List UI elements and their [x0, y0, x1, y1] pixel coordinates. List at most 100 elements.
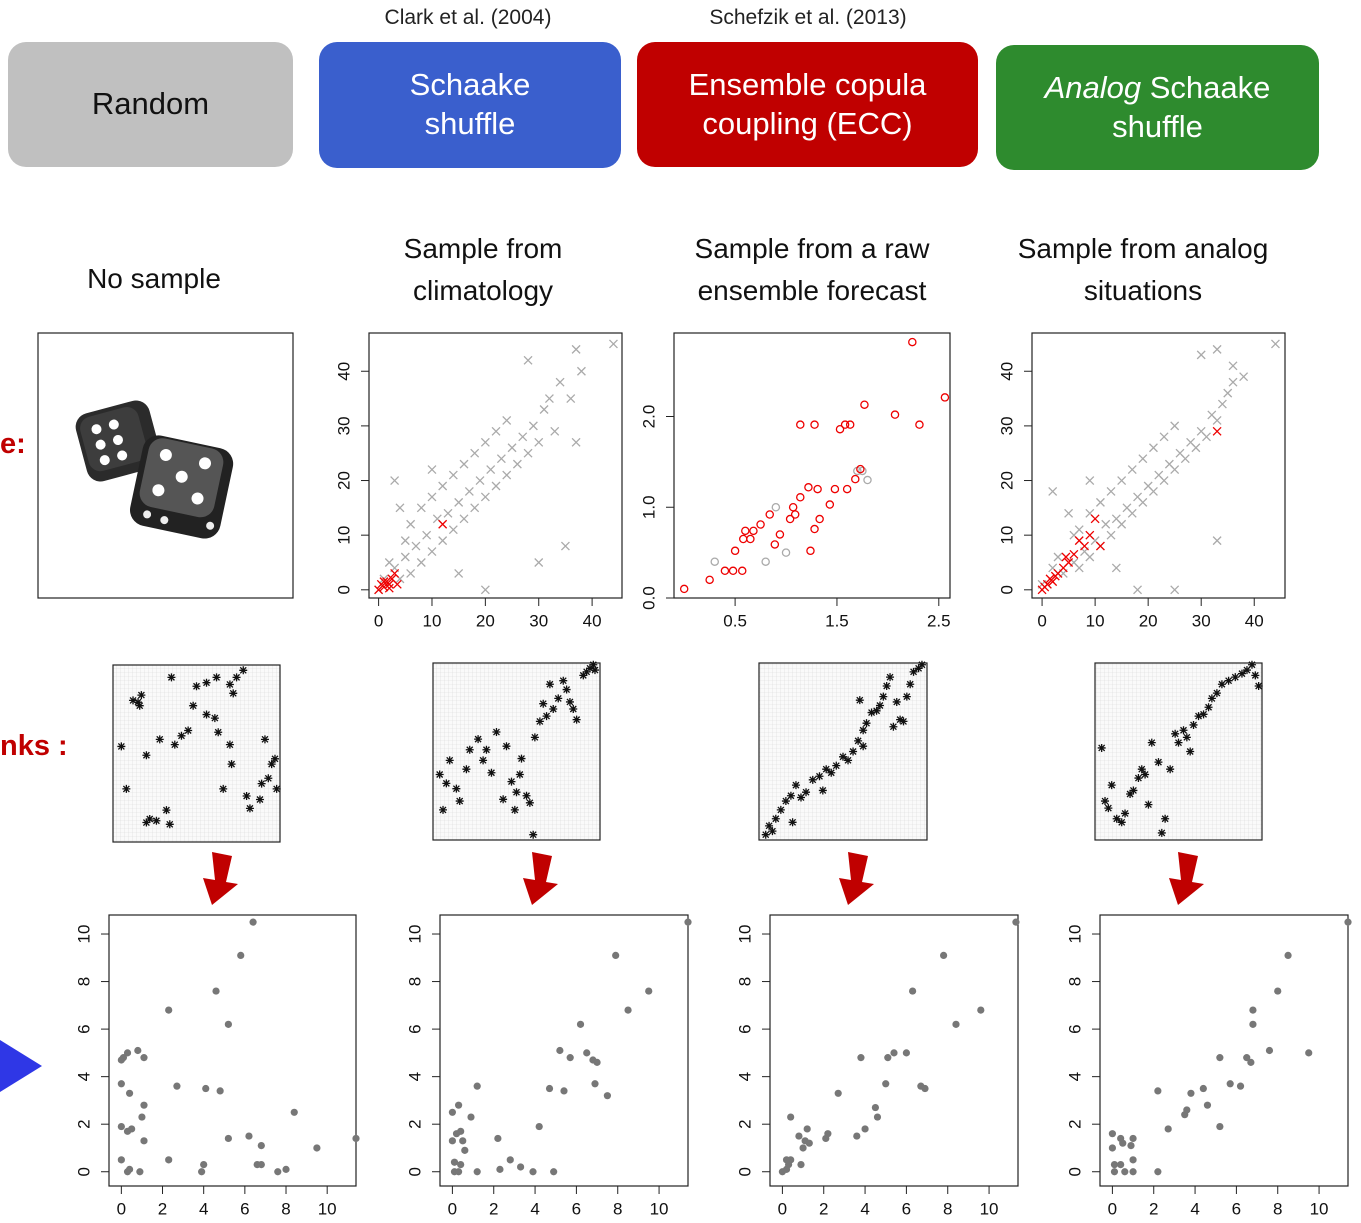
point [482, 745, 491, 754]
method-label: Random [91, 86, 210, 122]
point [890, 410, 900, 419]
point [824, 1130, 832, 1138]
point [445, 756, 454, 765]
y-tick-label: 1.0 [639, 495, 658, 519]
point [840, 420, 850, 429]
point [512, 788, 521, 797]
point [1129, 1156, 1137, 1164]
point [569, 705, 578, 714]
point [491, 426, 501, 436]
point [512, 459, 522, 469]
point [1048, 577, 1058, 587]
point [1106, 486, 1116, 496]
point [1202, 432, 1211, 442]
point [1147, 738, 1156, 747]
point [384, 583, 394, 593]
plot-frame [439, 914, 689, 1187]
point [290, 1108, 298, 1116]
point [502, 470, 512, 480]
point [313, 1144, 321, 1152]
x-tick-label: 6 [1232, 1199, 1241, 1218]
point [1265, 1046, 1274, 1055]
point [384, 579, 394, 589]
point [518, 432, 528, 442]
point [562, 685, 571, 694]
point [128, 1125, 136, 1133]
x-tick-label: 4 [530, 1199, 539, 1218]
point [138, 1113, 146, 1121]
point [749, 526, 758, 536]
y-tick-label: 0 [997, 585, 1016, 594]
point [1137, 765, 1146, 774]
point [1247, 1058, 1255, 1066]
point [539, 699, 548, 708]
point [140, 1054, 148, 1062]
point [467, 1113, 475, 1121]
citation: Clark et al. (2004) [384, 6, 552, 29]
point [1134, 774, 1143, 783]
point [145, 814, 154, 823]
point [1243, 1054, 1251, 1062]
point [771, 814, 780, 823]
method-label: Schaake shuffle [1112, 69, 1271, 144]
point [1074, 525, 1084, 535]
point [123, 1049, 132, 1057]
point [245, 804, 254, 813]
x-tick-label: 10 [650, 1199, 669, 1218]
point [1127, 465, 1137, 475]
point [1212, 344, 1222, 354]
point [517, 754, 526, 763]
point [117, 1122, 125, 1131]
y-tick-label: 0 [74, 1167, 93, 1176]
point [1074, 563, 1084, 573]
point [544, 394, 554, 404]
point [1236, 1082, 1245, 1090]
point [556, 1046, 564, 1055]
point [496, 454, 506, 464]
point [1170, 585, 1180, 595]
point [797, 793, 805, 802]
point [1042, 579, 1052, 589]
point [438, 519, 448, 529]
point [152, 816, 161, 825]
point [550, 1168, 558, 1176]
point [479, 756, 488, 765]
point [491, 481, 501, 491]
point [1112, 814, 1121, 823]
point [849, 747, 858, 756]
point [406, 568, 416, 578]
point [422, 530, 432, 540]
point [523, 355, 533, 365]
point [530, 733, 539, 742]
point [1242, 666, 1251, 675]
point [765, 821, 774, 830]
point [1189, 720, 1198, 729]
point [473, 1168, 481, 1176]
point [1110, 1168, 1119, 1176]
y-tick-label: 10 [74, 925, 93, 944]
point [884, 1054, 892, 1062]
x-tick-label: 0 [1108, 1199, 1117, 1218]
point [1228, 377, 1238, 387]
point [202, 678, 211, 687]
point [566, 1054, 574, 1062]
method-box: Ensemble copula coupling (ECC) [637, 42, 978, 167]
point [1061, 552, 1071, 562]
y-tick-label: 6 [74, 1024, 93, 1033]
point [439, 805, 448, 814]
x-tick-label: 30 [529, 611, 548, 630]
point [1085, 530, 1095, 540]
point [1180, 454, 1190, 464]
point [1149, 486, 1158, 496]
point [443, 508, 453, 518]
point [1226, 1080, 1234, 1088]
point [1069, 549, 1079, 559]
point [1053, 552, 1063, 562]
point [921, 1084, 929, 1093]
point [480, 492, 490, 502]
point [746, 534, 755, 544]
point [818, 786, 827, 795]
point [452, 1130, 461, 1138]
point [1216, 1122, 1224, 1131]
point [1095, 497, 1105, 507]
